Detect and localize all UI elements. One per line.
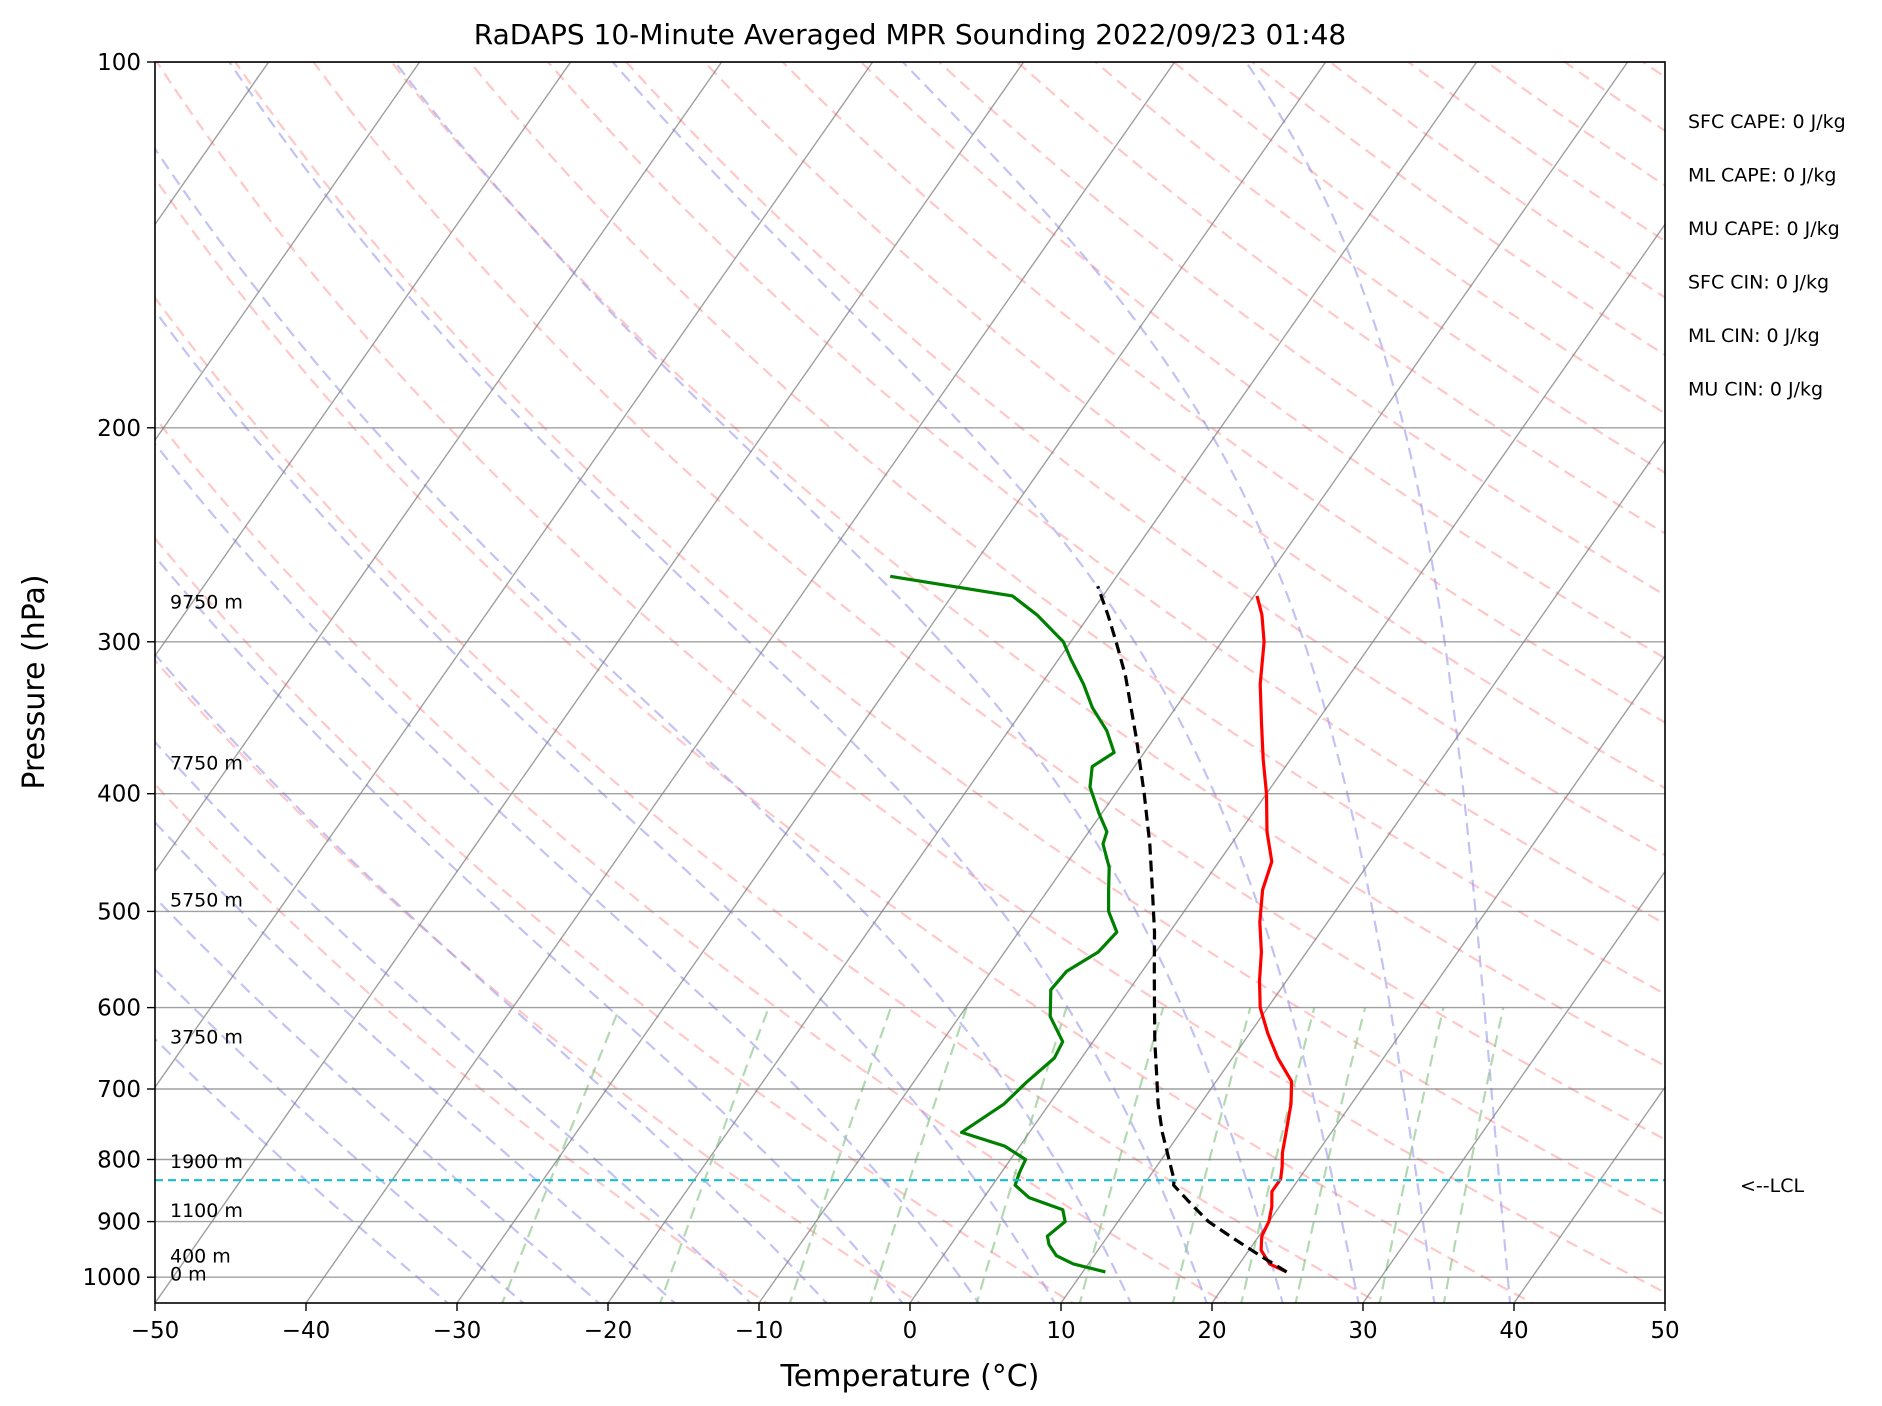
parcel-line <box>1096 585 1288 1274</box>
height-label: 400 m <box>170 1246 231 1268</box>
dry-adiabat <box>468 62 1665 996</box>
mixing-ratio-line <box>975 1007 1068 1303</box>
height-label: 0 m <box>170 1264 207 1286</box>
x-tick-label: 20 <box>1197 1318 1226 1344</box>
y-tick-label: 600 <box>97 996 141 1022</box>
y-tick-label: 900 <box>97 1210 141 1236</box>
chart-title: RaDAPS 10-Minute Averaged MPR Sounding 2… <box>474 18 1346 51</box>
x-tick-label: −10 <box>735 1318 784 1344</box>
x-tick-label: −20 <box>584 1318 633 1344</box>
x-tick-label: 30 <box>1348 1318 1377 1344</box>
dry-adiabat <box>390 62 1665 1068</box>
mixing-ratio-line <box>658 1007 770 1303</box>
stat-label: MU CIN: 0 J/kg <box>1688 379 1823 401</box>
mixing-ratio-line <box>869 1007 968 1303</box>
moist-adiabat <box>155 442 980 1303</box>
x-tick-label: −40 <box>282 1318 331 1344</box>
moist-adiabat <box>155 896 601 1303</box>
dry-adiabat <box>859 62 1665 660</box>
height-label: 5750 m <box>170 890 243 912</box>
isotherm-line <box>155 62 1025 1303</box>
moist-adiabat <box>394 62 1284 1303</box>
dry-adiabat <box>155 415 1229 1303</box>
data-lines <box>155 574 1665 1274</box>
dry-adiabat <box>155 782 769 1303</box>
x-tick-label: −30 <box>433 1318 482 1344</box>
mixing-ratio-line <box>1294 1007 1367 1303</box>
y-tick-label: 200 <box>97 416 141 442</box>
height-label: 9750 m <box>170 592 243 614</box>
stat-label: SFC CIN: 0 J/kg <box>1688 272 1829 294</box>
y-axis-label: Pressure (hPa) <box>17 574 52 789</box>
isotherm-line <box>607 62 1478 1303</box>
mixing-ratio-line <box>1240 1007 1316 1303</box>
mixing-ratio-line <box>1442 1007 1505 1303</box>
dry-adiabat <box>312 62 1665 1141</box>
x-tick-label: 10 <box>1046 1318 1075 1344</box>
isotherm-line <box>1362 870 1665 1303</box>
dry-adiabat <box>781 62 1665 724</box>
isotherm-line <box>1513 1086 1665 1303</box>
dry-adiabat <box>702 62 1665 790</box>
stat-label: SFC CAPE: 0 J/kg <box>1688 111 1846 133</box>
y-tick-label: 800 <box>97 1148 141 1174</box>
isotherm-line <box>155 62 421 442</box>
lcl-label: <--LCL <box>1740 1175 1804 1197</box>
background-lines <box>155 62 1665 1303</box>
isotherm-line <box>1060 438 1665 1303</box>
moist-adiabat <box>155 967 525 1303</box>
isotherm-line <box>909 223 1665 1303</box>
height-label: 1100 m <box>170 1200 243 1222</box>
stat-label: ML CAPE: 0 J/kg <box>1688 165 1836 187</box>
y-tick-label: 1000 <box>82 1265 141 1291</box>
x-tick-label: −50 <box>131 1318 180 1344</box>
dry-adiabat <box>937 62 1665 597</box>
height-label: 1900 m <box>170 1151 243 1173</box>
moist-adiabat <box>228 62 1208 1303</box>
dry-adiabat <box>546 62 1665 926</box>
stat-label: MU CAPE: 0 J/kg <box>1688 218 1840 240</box>
ticks: −50 −40 −30 −20 −10 0 10 20 30 40 50 100 200 300 400 50… <box>82 50 1679 1344</box>
x-tick-label: 0 <box>903 1318 918 1344</box>
y-tick-label: 400 <box>97 782 141 808</box>
x-tick-label: 50 <box>1650 1318 1679 1344</box>
isotherm-line <box>1211 654 1665 1303</box>
moist-adiabat <box>611 62 1360 1303</box>
mixing-ratio-line <box>501 1007 621 1303</box>
isotherm-line <box>456 62 1327 1303</box>
mixing-ratio-line <box>788 1007 892 1303</box>
isotherm-line <box>155 62 572 658</box>
moist-adiabat <box>155 820 677 1303</box>
y-tick-label: 300 <box>97 630 141 656</box>
height-label: 7750 m <box>170 752 243 774</box>
height-label: 3750 m <box>170 1027 243 1049</box>
y-tick-label: 500 <box>97 899 141 925</box>
isotherm-line <box>758 62 1629 1303</box>
mixing-ratio-line <box>1171 1007 1252 1303</box>
isotherm-line <box>155 62 723 873</box>
isotherm-line <box>305 62 1176 1303</box>
y-tick-label: 700 <box>97 1077 141 1103</box>
y-tick-label: 100 <box>97 50 141 76</box>
dry-adiabat <box>233 62 1665 1217</box>
x-axis-label: Temperature (°C) <box>780 1359 1040 1394</box>
x-tick-label: 40 <box>1499 1318 1528 1344</box>
dewpoint-line <box>889 574 1119 1274</box>
isotherm-line <box>155 62 874 1089</box>
stat-label: ML CIN: 0 J/kg <box>1688 325 1820 347</box>
temperature-line <box>1255 595 1294 1274</box>
